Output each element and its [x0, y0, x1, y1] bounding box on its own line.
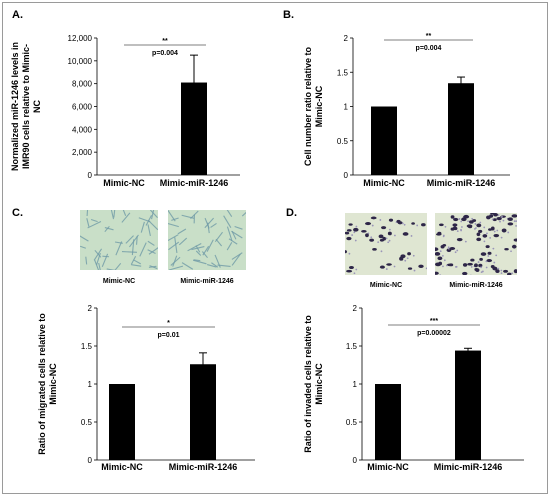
- panel-b-label: B.: [283, 9, 294, 21]
- panel-c-ytick-label: 0.5: [81, 418, 93, 427]
- panel-c-bar-1: [109, 384, 135, 460]
- panel-a-ylabel: Normalized miR-1246 levels in: [10, 42, 20, 171]
- panel-d-xtick-label-2: Mimic-miR-1246: [434, 462, 503, 472]
- panel-a-xtick-label-2: Mimic-miR-1246: [160, 178, 229, 188]
- panel-c-image-caption-1: Mimic-NC: [103, 278, 135, 285]
- panel-d-ylabel: Ratio of invaded cells relative to: [303, 315, 313, 453]
- panel-c-micrograph-mimic-nc: [80, 210, 158, 270]
- panel-d-ylabel: Mimic-NC: [314, 363, 324, 405]
- panel-a-ytick-label: 4,000: [72, 125, 93, 134]
- panel-a-label: A.: [12, 9, 23, 21]
- panel-a-significance-stars: **: [162, 38, 168, 45]
- panel-b-ytick-label: 1.5: [337, 68, 349, 77]
- panel-c-ytick-label: 1: [88, 380, 93, 389]
- panel-b-ytick-label: 0.5: [337, 137, 349, 146]
- panel-c-xtick-label-2: Mimic-miR-1246: [169, 462, 238, 472]
- panel-a-ytick-label: 8,000: [72, 80, 93, 89]
- panel-c-significance-stars: *: [167, 320, 170, 327]
- panel-b-ytick-label: 0: [344, 171, 349, 180]
- panel-b-bar-2: [448, 83, 474, 175]
- panel-b-ylabel: Cell number ratio relative to: [303, 46, 313, 166]
- panel-c-image-caption-2: Mimic-miR-1246: [180, 278, 233, 285]
- panel-a-ytick-label: 10,000: [68, 57, 93, 66]
- panel-b-ytick-label: 1: [344, 103, 349, 112]
- panel-a-ylabel: IMR90 cells relative to Mimic-: [21, 44, 31, 169]
- panel-a-ytick-label: 2,000: [72, 148, 93, 157]
- panel-b-ytick-label: 2: [344, 34, 349, 43]
- panel-b-xtick-label-2: Mimic-miR-1246: [427, 178, 496, 188]
- panel-d-pvalue: p=0.00002: [417, 330, 451, 337]
- panel-d-bar-1: [375, 384, 401, 460]
- panel-a-pvalue: p=0.004: [152, 50, 178, 57]
- panel-a-ylabel: NC: [32, 100, 42, 113]
- panel-c-ytick-label: 0: [88, 456, 93, 465]
- panel-c-pvalue: p=0.01: [158, 332, 180, 339]
- panel-c-bar-2: [190, 364, 216, 460]
- panel-d-bar-2: [455, 350, 481, 460]
- panel-b-ylabel: Mimic-NC: [314, 85, 324, 127]
- panel-b-pvalue: p=0.004: [416, 45, 442, 52]
- panel-a-ytick-label: 6,000: [72, 103, 93, 112]
- panel-a-ytick-label: 0: [88, 171, 93, 180]
- panel-d-image-caption-2: Mimic-miR-1246: [449, 282, 502, 289]
- panel-c-label: C.: [12, 207, 23, 219]
- panel-a-ytick-label: 12,000: [68, 34, 93, 43]
- panel-c-ylabel: Ratio of migrated cells relative to: [37, 313, 47, 455]
- panel-b-bar-1: [371, 106, 397, 175]
- panel-d-ytick-label: 0.5: [346, 418, 358, 427]
- panel-d-micrograph-mimic-nc: [345, 213, 427, 275]
- panel-d-label: D.: [286, 207, 297, 219]
- panel-c-micrograph-mimic-mir-1246: [168, 210, 246, 270]
- panel-c-xtick-label-1: Mimic-NC: [101, 462, 143, 472]
- panel-b-significance-stars: **: [426, 33, 432, 40]
- panel-d-ytick-label: 0: [353, 456, 358, 465]
- panel-d-ytick-label: 1: [353, 380, 358, 389]
- panel-d-micrograph-mimic-mir-1246: [435, 213, 517, 275]
- panel-a-xtick-label-1: Mimic-NC: [103, 178, 145, 188]
- panel-c-ytick-label: 2: [88, 304, 93, 313]
- panel-d-ytick-label: 1.5: [346, 342, 358, 351]
- panel-b-xtick-label-1: Mimic-NC: [363, 178, 405, 188]
- panel-d-xtick-label-1: Mimic-NC: [367, 462, 409, 472]
- panel-c-ylabel: Mimic-NC: [48, 363, 58, 405]
- panel-c-ytick-label: 1.5: [81, 342, 93, 351]
- panel-d-significance-stars: ***: [430, 318, 438, 325]
- panel-d-image-caption-1: Mimic-NC: [370, 282, 402, 289]
- panel-d-ytick-label: 2: [353, 304, 358, 313]
